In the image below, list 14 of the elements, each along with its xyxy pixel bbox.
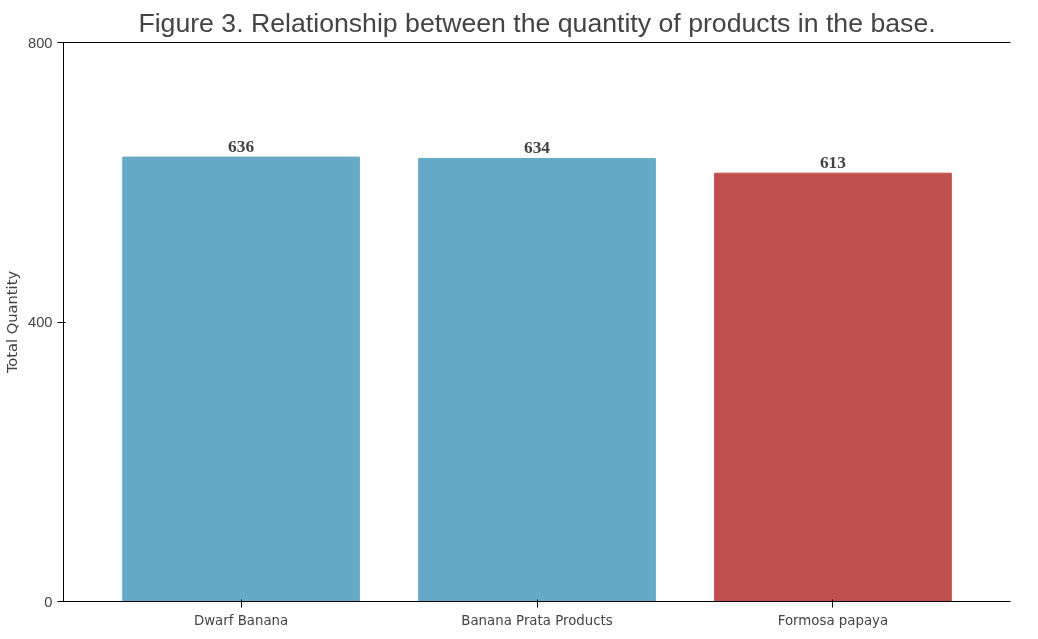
y-tick-label: 0	[44, 593, 53, 610]
chart-title: Figure 3. Relationship between the quantity of products in the base.	[138, 7, 936, 38]
y-tick-label: 800	[28, 34, 53, 51]
x-tick-label: Formosa papaya	[777, 612, 889, 628]
bar	[122, 156, 360, 602]
y-axis-title: Total Quantity	[3, 270, 21, 375]
data-label: 636	[228, 137, 255, 157]
x-tick-label: Banana Prata Products	[461, 612, 613, 628]
bar	[418, 157, 656, 602]
bar	[714, 172, 952, 602]
x-tick-label: Dwarf Banana	[193, 612, 289, 628]
data-label: 613	[819, 153, 847, 173]
y-tick-label: 400	[28, 314, 53, 330]
data-label: 634	[524, 138, 551, 158]
